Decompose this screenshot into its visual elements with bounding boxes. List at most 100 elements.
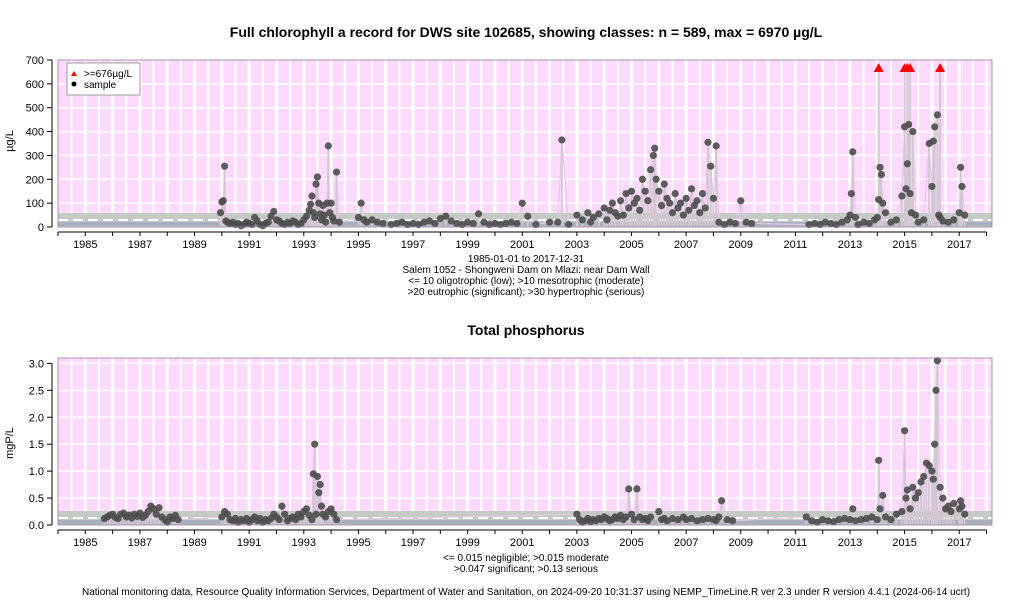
x-tick-label: 2015 bbox=[892, 537, 916, 549]
data-point bbox=[851, 517, 860, 525]
data-point bbox=[393, 219, 401, 228]
data-point bbox=[491, 219, 499, 228]
data-point bbox=[956, 163, 965, 171]
x-tick-label: 2005 bbox=[619, 239, 643, 251]
chlorophyll-caption-line-1: 1985-01-01 to 2017-12-31 bbox=[468, 254, 585, 265]
data-point bbox=[849, 148, 857, 156]
data-point bbox=[317, 502, 326, 510]
x-tick-label: 2009 bbox=[729, 239, 753, 251]
data-point bbox=[223, 510, 231, 518]
data-point bbox=[313, 472, 322, 481]
data-point bbox=[950, 499, 958, 508]
x-tick-label: 1993 bbox=[292, 239, 316, 251]
data-point bbox=[589, 213, 597, 222]
x-tick-label: 2003 bbox=[565, 537, 589, 549]
data-point bbox=[469, 219, 477, 228]
legend-marker-triangle-icon bbox=[71, 71, 77, 76]
data-point bbox=[554, 218, 562, 226]
data-point bbox=[403, 221, 412, 229]
data-point bbox=[636, 206, 644, 214]
data-point bbox=[687, 514, 696, 523]
data-point bbox=[876, 163, 884, 171]
data-point bbox=[726, 218, 734, 226]
data-point bbox=[666, 199, 674, 207]
y-tick-label: 200 bbox=[26, 174, 44, 186]
data-point bbox=[458, 221, 466, 229]
data-point bbox=[315, 489, 323, 497]
data-point bbox=[933, 111, 941, 119]
x-tick-label: 2001 bbox=[510, 239, 534, 251]
x-tick-label: 1995 bbox=[346, 239, 370, 251]
data-point bbox=[332, 516, 341, 524]
data-point bbox=[431, 219, 439, 228]
data-point bbox=[693, 517, 701, 525]
data-point bbox=[616, 197, 625, 205]
data-point bbox=[625, 485, 633, 493]
data-point bbox=[312, 510, 320, 518]
data-point bbox=[810, 219, 819, 228]
data-point bbox=[354, 213, 363, 222]
data-point bbox=[707, 162, 715, 170]
plot-background bbox=[58, 358, 992, 525]
y-tick-label: 3.0 bbox=[29, 358, 44, 370]
data-point bbox=[357, 199, 365, 207]
data-point bbox=[827, 219, 835, 228]
data-point bbox=[619, 211, 627, 219]
data-point bbox=[950, 216, 958, 224]
x-tick-label: 1993 bbox=[292, 537, 316, 549]
data-point bbox=[887, 516, 895, 524]
data-point bbox=[840, 514, 849, 523]
data-point bbox=[892, 216, 901, 224]
data-point bbox=[313, 173, 322, 181]
data-point bbox=[862, 514, 870, 523]
data-point bbox=[647, 513, 655, 521]
data-point bbox=[816, 221, 824, 229]
data-point bbox=[474, 210, 483, 218]
data-point bbox=[742, 218, 750, 226]
data-point bbox=[674, 516, 682, 524]
data-point bbox=[545, 218, 554, 226]
data-point bbox=[436, 215, 444, 223]
data-point bbox=[715, 513, 723, 521]
data-point bbox=[322, 218, 330, 226]
data-point bbox=[914, 218, 922, 226]
data-point bbox=[805, 221, 813, 229]
data-point bbox=[682, 516, 690, 524]
data-point bbox=[737, 197, 745, 205]
data-point bbox=[906, 190, 914, 198]
data-point bbox=[647, 166, 655, 174]
data-point bbox=[906, 505, 914, 513]
data-point bbox=[939, 217, 947, 225]
data-point bbox=[425, 217, 434, 225]
data-point bbox=[857, 516, 865, 524]
data-point bbox=[174, 516, 182, 524]
data-point bbox=[368, 216, 376, 224]
chlorophyll-plot-area: 0 100 200 300 400 500 600 700 1985 1987 1989 1991 19… bbox=[26, 55, 993, 251]
data-point bbox=[920, 216, 928, 224]
data-point bbox=[677, 199, 685, 207]
data-point bbox=[655, 507, 663, 516]
data-point bbox=[644, 197, 652, 205]
data-point bbox=[671, 190, 679, 198]
data-point bbox=[668, 514, 677, 523]
data-point bbox=[387, 221, 395, 229]
data-point bbox=[903, 486, 911, 494]
data-point bbox=[606, 206, 614, 214]
data-point bbox=[464, 218, 472, 226]
data-point bbox=[851, 213, 860, 222]
data-point bbox=[929, 137, 937, 145]
data-point bbox=[704, 514, 712, 523]
legend-entry-threshold: >=676µg/L bbox=[84, 69, 132, 80]
data-point bbox=[311, 440, 319, 448]
plot-frame bbox=[57, 59, 993, 228]
data-point bbox=[638, 175, 647, 183]
data-point bbox=[507, 218, 515, 226]
x-tick-label: 2007 bbox=[674, 537, 698, 549]
data-point bbox=[712, 142, 720, 150]
data-point bbox=[887, 218, 895, 226]
data-point bbox=[847, 190, 855, 198]
data-point bbox=[442, 212, 450, 220]
x-tick-label: 2013 bbox=[838, 537, 862, 549]
data-point bbox=[898, 192, 906, 200]
phosphorus-panel: Total phosphorus 0.0 0.5 1.0 1.5 2.0 2.5 3.0 19… bbox=[4, 322, 993, 575]
